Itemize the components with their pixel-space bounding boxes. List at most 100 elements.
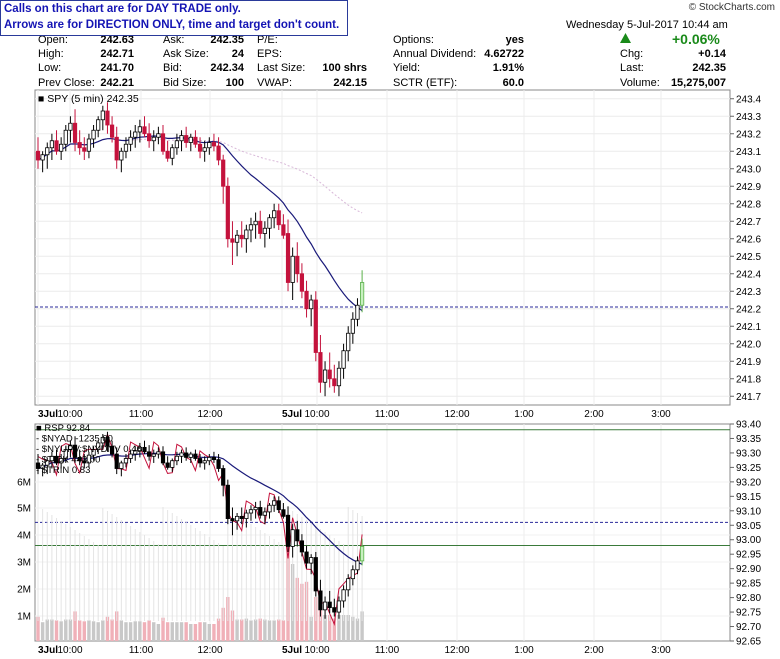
quote-label: High: — [38, 48, 64, 60]
volume-bar — [240, 619, 244, 641]
rsp-candle — [45, 460, 50, 466]
quote-label: Yield: — [393, 62, 421, 74]
candle — [197, 143, 203, 152]
rsp-candle — [49, 455, 54, 462]
volume-bar — [355, 618, 360, 641]
indicator-legend-label: - $TRIN 0.83 — [36, 465, 90, 476]
volume-bar — [133, 621, 137, 641]
indicator-right-tick-label: 93.30 — [736, 448, 761, 459]
volume-bar — [124, 622, 128, 641]
candle — [211, 142, 217, 147]
price-tick-label: 242.8 — [736, 199, 761, 210]
rsp-candle — [309, 557, 314, 564]
candle — [313, 299, 318, 353]
candle — [267, 217, 272, 229]
rsp-candle — [109, 445, 115, 455]
rsp-candle — [197, 458, 203, 464]
indicator-x-tick-label: 5Jul — [282, 645, 302, 656]
candle — [109, 124, 115, 138]
candle — [248, 224, 254, 231]
candle — [68, 122, 73, 131]
volume-bar — [36, 616, 40, 641]
price-tick-label: 242.9 — [736, 182, 761, 193]
indicator-right-tick-label: 93.00 — [736, 535, 761, 546]
indicator-right-tick-label: 92.80 — [736, 593, 761, 604]
indicator-right-tick-label: 92.90 — [736, 564, 761, 575]
indicator-panel — [34, 423, 731, 642]
volume-bar — [267, 620, 272, 641]
volume-bar — [73, 611, 77, 641]
rsp-candle — [336, 600, 342, 613]
candle — [119, 150, 124, 161]
rsp-candle — [40, 464, 45, 469]
volume-bar — [207, 624, 212, 641]
indicator-right-tick-label: 92.70 — [736, 622, 761, 633]
quote-value: 242.34 — [210, 62, 244, 74]
rsp-candle — [230, 518, 235, 522]
rsp-candle — [290, 529, 295, 547]
rsp-candle — [137, 446, 142, 452]
price-tick-label: 242.6 — [736, 234, 761, 245]
day-trade-notice: Calls on this chart are for DAY TRADE on… — [0, 0, 348, 36]
price-x-tick-label: 3Jul — [38, 409, 58, 420]
volume-bar — [309, 616, 313, 641]
quote-value: yes — [505, 34, 524, 46]
candle — [96, 119, 101, 131]
volume-bar — [110, 619, 114, 641]
indicator-right-tick-label: 92.75 — [736, 608, 761, 619]
rsp-candle — [322, 601, 328, 611]
candle — [137, 126, 142, 133]
rsp-candle — [147, 451, 152, 457]
candle — [77, 142, 82, 149]
rsp-candle — [82, 460, 87, 464]
indicator-x-tick-label: 1:00 — [514, 645, 534, 656]
rsp-candle — [68, 444, 73, 450]
candle — [221, 159, 226, 187]
volume-tick-label: 5M — [17, 504, 31, 515]
rsp-candle — [91, 449, 96, 456]
volume-bar — [198, 622, 202, 641]
volume-bar — [165, 622, 170, 641]
candle — [281, 224, 286, 236]
volume-bar — [147, 620, 151, 641]
quote-label: Last: — [620, 62, 644, 74]
candle — [114, 136, 119, 161]
candle — [244, 229, 249, 240]
candle — [59, 143, 64, 152]
indicator-x-tick-label: 12:00 — [444, 645, 469, 656]
rsp-candle — [128, 453, 133, 459]
rsp-candle — [350, 569, 355, 580]
quote-value: 241.70 — [100, 62, 134, 74]
rsp-candle — [285, 514, 291, 547]
candle — [128, 136, 133, 145]
rsp-candle — [318, 590, 323, 611]
volume-bar — [128, 622, 133, 641]
up-arrow-icon — [620, 33, 631, 43]
rsp-candle — [119, 462, 124, 469]
price-x-tick-label: 12:00 — [197, 409, 222, 420]
rsp-candle — [216, 459, 221, 469]
stockcharts-brand: © StockCharts.com — [688, 2, 775, 13]
volume-bar — [327, 615, 332, 641]
rsp-candle — [276, 500, 281, 511]
volume-bar — [87, 620, 91, 641]
candle — [54, 140, 59, 152]
quote-label: Ask Size: — [163, 48, 209, 60]
candle — [91, 129, 96, 140]
volume-bar — [179, 622, 184, 641]
quote-label: Chg: — [620, 48, 644, 60]
candle — [45, 147, 50, 156]
price-tick-label: 242.7 — [736, 217, 761, 228]
volume-bar — [244, 618, 249, 641]
volume-bar — [323, 615, 327, 641]
indicator-right-tick-label: 92.85 — [736, 579, 761, 590]
rsp-candle — [211, 456, 217, 461]
rsp-candle — [170, 460, 175, 468]
volume-bar — [258, 618, 262, 641]
quote-label: Last Size: — [257, 62, 306, 74]
candle — [202, 147, 207, 152]
volume-bar — [189, 624, 193, 641]
candle — [299, 273, 305, 292]
candle — [165, 150, 170, 159]
